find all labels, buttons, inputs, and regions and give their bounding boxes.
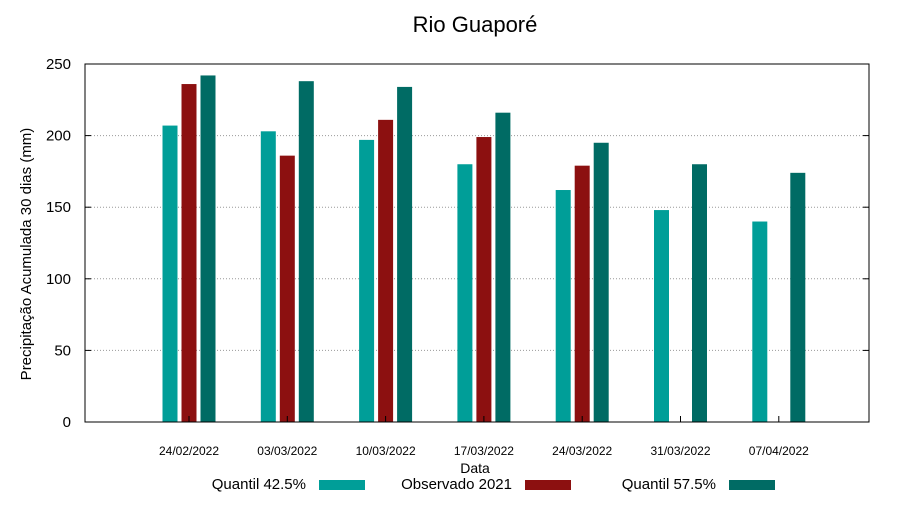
legend-label: Quantil 42.5% <box>212 476 306 493</box>
x-tick-label: 17/03/2022 <box>454 444 514 458</box>
x-tick-label: 10/03/2022 <box>356 444 416 458</box>
legend-swatch <box>319 480 365 490</box>
x-tick-label: 24/02/2022 <box>159 444 219 458</box>
x-tick-label: 24/03/2022 <box>552 444 612 458</box>
bar-observado <box>181 84 197 422</box>
bar-quantil-42 <box>260 131 276 422</box>
bar-quantil-42 <box>162 125 178 423</box>
y-tick-label: 200 <box>46 128 71 145</box>
x-ticks: 24/02/2022 03/03/2022 10/03/2022 17/03/2022… <box>159 416 809 458</box>
x-axis-label: Data <box>460 460 490 476</box>
bar-quantil-57 <box>692 164 707 423</box>
bars <box>162 75 806 423</box>
bar-quantil-57 <box>790 172 806 422</box>
x-tick-label: 31/03/2022 <box>650 444 710 458</box>
bar-quantil-42 <box>752 221 768 422</box>
bar-observado <box>574 165 590 422</box>
bar-quantil-42 <box>359 139 375 422</box>
bar-quantil-42 <box>555 190 571 422</box>
y-ticks: 0 50 100 150 200 250 <box>46 56 869 431</box>
bar-quantil-42 <box>654 210 669 422</box>
bar-quantil-57 <box>397 86 413 423</box>
bar-observado <box>476 137 492 423</box>
y-tick-label: 150 <box>46 199 71 216</box>
bar-observado <box>378 119 394 423</box>
legend: Quantil 42.5% Observado 2021 Quantil 57.5% <box>212 476 775 493</box>
bar-quantil-57 <box>298 81 314 423</box>
legend-label: Quantil 57.5% <box>622 476 716 493</box>
bar-quantil-42 <box>457 164 473 423</box>
chart-title: Rio Guaporé <box>413 12 538 37</box>
bar-quantil-57 <box>200 75 216 423</box>
y-axis-label: Precipitação Acumulada 30 dias (mm) <box>18 128 35 381</box>
legend-label: Observado 2021 <box>401 476 512 493</box>
legend-swatch <box>729 480 775 490</box>
bar-quantil-57 <box>593 142 609 422</box>
bar-observado <box>279 155 295 422</box>
bar-quantil-57 <box>495 112 511 423</box>
legend-swatch <box>525 480 571 490</box>
plot-frame <box>84 63 870 423</box>
y-tick-label: 50 <box>54 342 71 359</box>
y-tick-label: 0 <box>63 414 71 431</box>
x-tick-label: 07/04/2022 <box>749 444 809 458</box>
x-tick-label: 03/03/2022 <box>257 444 317 458</box>
y-tick-label: 100 <box>46 271 71 288</box>
y-tick-label: 250 <box>46 56 71 73</box>
